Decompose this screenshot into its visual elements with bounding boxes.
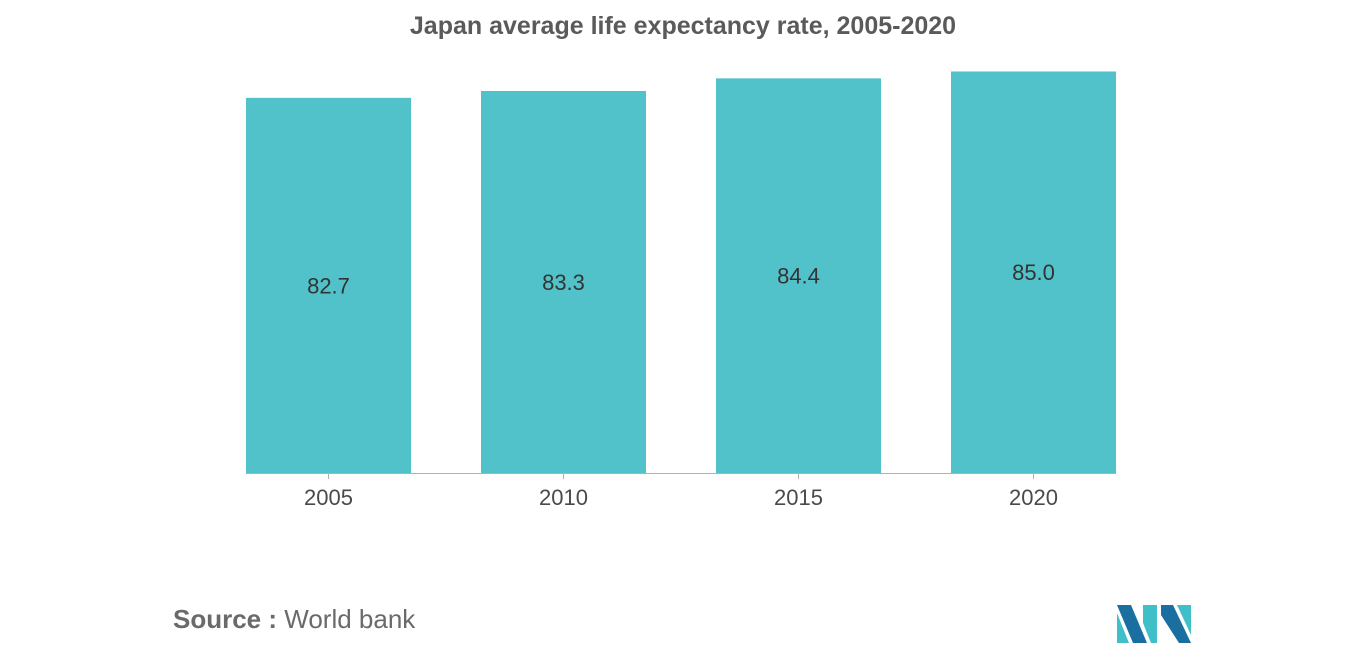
- logo-shape-left-stem: [1117, 613, 1129, 643]
- source-text: World bank: [284, 604, 416, 634]
- data-label-2020: 85.0: [1012, 260, 1055, 285]
- bar-2010: [481, 90, 646, 473]
- mordor-intelligence-logo: [1117, 605, 1191, 643]
- bar-2015: [716, 78, 881, 473]
- x-tick-label-2020: 2020: [1009, 485, 1058, 510]
- logo-shape-right-stem: [1177, 605, 1191, 635]
- data-label-2015: 84.4: [777, 264, 820, 289]
- data-label-2005: 82.7: [307, 273, 350, 298]
- bar-2020: [951, 71, 1116, 473]
- logo-shape-mid: [1143, 605, 1157, 643]
- source-label: Source :: [173, 604, 278, 634]
- x-tick-label-2015: 2015: [774, 485, 823, 510]
- bar-2005: [246, 97, 411, 473]
- logo-shape-right: [1161, 605, 1191, 643]
- source-note: Source : World bank: [173, 604, 415, 635]
- chart-title: Japan average life expectancy rate, 2005…: [409, 12, 957, 40]
- data-label-2010: 83.3: [542, 270, 585, 295]
- x-tick-label-2005: 2005: [304, 485, 353, 510]
- logo-shape-left: [1117, 605, 1147, 643]
- x-tick-label-2010: 2010: [539, 485, 588, 510]
